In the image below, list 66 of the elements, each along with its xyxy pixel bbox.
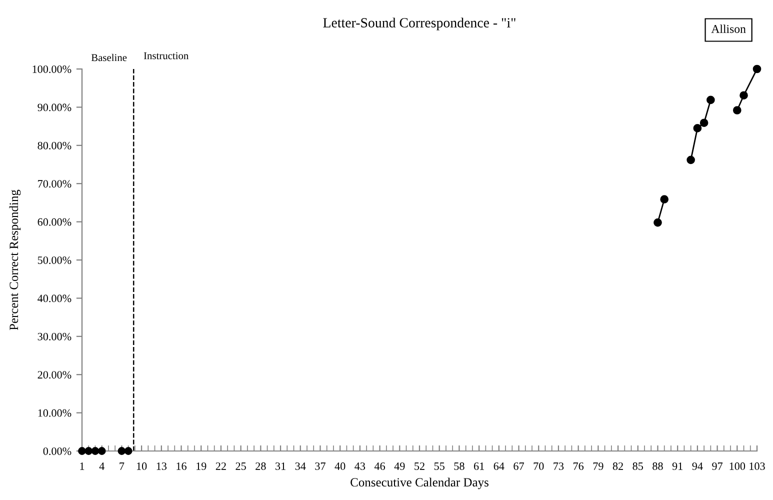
x-tick-label: 103 xyxy=(750,462,765,470)
y-tick-label: 70.00% xyxy=(38,180,72,188)
text: Allison xyxy=(711,24,746,33)
x-tick-label: 82 xyxy=(612,462,623,470)
x-tick-label: 7 xyxy=(120,462,124,470)
x-tick-label: 76 xyxy=(574,462,584,470)
x-tick-label: 16 xyxy=(176,462,186,470)
x-tick-label: 40 xyxy=(334,462,346,470)
x-tick-label: 52 xyxy=(414,462,424,470)
x-tick-label: 94 xyxy=(692,462,703,470)
point xyxy=(752,64,762,74)
x-tick-label: 25 xyxy=(236,462,246,470)
x-tick-label: 46 xyxy=(374,462,386,470)
x-tick-label: 58 xyxy=(454,462,464,470)
x-tick-label: 97 xyxy=(712,462,723,470)
point xyxy=(693,124,702,132)
x-tick-label: 73 xyxy=(554,462,564,470)
text: Baseline xyxy=(91,54,127,62)
x-tick-label: 88 xyxy=(652,462,663,470)
x-tick-label: 64 xyxy=(494,462,504,470)
x-tick-label: 31 xyxy=(276,462,286,470)
point xyxy=(740,91,748,100)
y-tick-label: 20.00% xyxy=(38,371,72,379)
point xyxy=(98,447,106,455)
x-tick-label: 1 xyxy=(80,462,84,470)
x-tick-label: 61 xyxy=(474,462,484,470)
point xyxy=(732,106,742,114)
y-tick-label: 80.00% xyxy=(38,142,72,150)
x-tick-label: 13 xyxy=(156,462,167,470)
x-tick-label: 28 xyxy=(256,462,266,470)
y-tick-label: 10.00% xyxy=(38,409,72,417)
x-tick-label: 19 xyxy=(196,462,206,470)
x-tick-label: 49 xyxy=(394,462,405,470)
y-tick-label: 40.00% xyxy=(38,294,72,302)
x-tick-label: 79 xyxy=(593,462,604,470)
point xyxy=(124,447,132,455)
chart-title: Letter-Sound Correspondence - "i" xyxy=(323,18,516,30)
y-tick-label: 30.00% xyxy=(38,332,72,340)
y-tick-label: 100.00% xyxy=(32,65,72,74)
x-tick-label: 55 xyxy=(434,462,444,470)
x-tick-label: 91 xyxy=(672,462,682,470)
x-tick-label: 43 xyxy=(354,462,366,470)
point xyxy=(686,156,695,164)
y-tick-label: 90.00% xyxy=(38,104,72,112)
x-tick-label: 34 xyxy=(295,462,306,470)
y-tick-label: 0.00% xyxy=(43,447,72,456)
point xyxy=(706,96,715,104)
point xyxy=(118,447,126,455)
x-tick-label: 67 xyxy=(514,462,524,470)
x-tick-label: 10 xyxy=(136,462,147,470)
point xyxy=(660,195,669,204)
y-axis-title: Percent Correct Responding xyxy=(9,190,21,330)
y-tick-label: 60.00% xyxy=(38,218,72,226)
x-axis-title: Consecutive Calendar Days xyxy=(350,478,488,490)
point xyxy=(84,447,93,455)
point xyxy=(700,118,708,128)
x-tick-label: 22 xyxy=(216,462,226,470)
point xyxy=(91,447,100,455)
x-tick-label: 4 xyxy=(99,462,104,470)
y-tick-label: 50.00% xyxy=(38,256,72,264)
x-tick-label: 100 xyxy=(730,462,746,470)
point xyxy=(654,218,662,227)
x-tick-label: 85 xyxy=(632,462,644,470)
x-tick-label: 37 xyxy=(315,462,326,470)
x-tick-label: 70 xyxy=(534,462,544,470)
text: Instruction xyxy=(144,52,189,60)
